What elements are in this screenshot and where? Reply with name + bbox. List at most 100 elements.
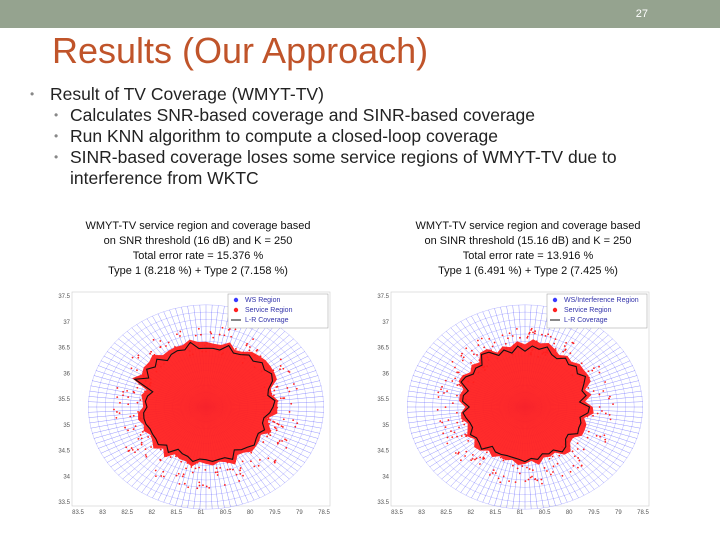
service-dot xyxy=(157,440,160,443)
service-dot xyxy=(177,472,180,475)
x-tick-label: 79.5 xyxy=(588,510,600,516)
service-dot xyxy=(462,356,465,359)
legend-marker xyxy=(552,297,558,303)
service-dot xyxy=(275,429,278,432)
service-dot xyxy=(455,411,458,414)
service-dot xyxy=(182,473,185,476)
service-dot xyxy=(454,452,457,454)
x-tick-label: 83.5 xyxy=(391,510,403,516)
service-dot xyxy=(458,426,460,429)
service-dot xyxy=(492,469,495,472)
service-dot xyxy=(480,337,483,340)
service-dot xyxy=(604,412,607,415)
service-dot xyxy=(483,457,486,460)
service-dot xyxy=(508,480,510,482)
service-dot xyxy=(526,335,529,338)
ws-ring xyxy=(407,304,643,510)
service-dot xyxy=(162,470,165,473)
coverage-boundary xyxy=(460,345,591,463)
service-dot xyxy=(437,396,440,398)
service-dot xyxy=(459,384,462,387)
service-dot xyxy=(266,435,269,438)
service-dot xyxy=(563,345,566,347)
service-dot xyxy=(580,381,583,384)
service-dot xyxy=(534,477,537,480)
service-dot xyxy=(544,351,547,354)
service-dot xyxy=(476,354,478,356)
x-tick-label: 82 xyxy=(148,510,155,516)
service-dot xyxy=(176,333,178,336)
service-dot xyxy=(154,469,157,472)
service-dot xyxy=(592,414,594,417)
service-dot xyxy=(502,459,505,462)
caption-line: WMYT-TV service region and coverage base… xyxy=(85,220,311,232)
service-dot xyxy=(467,380,470,383)
service-dot xyxy=(552,450,554,453)
service-dot xyxy=(488,349,491,352)
service-dot xyxy=(129,415,132,418)
service-dot xyxy=(516,343,519,346)
service-dot xyxy=(275,386,278,388)
service-dot xyxy=(253,354,256,357)
service-dot xyxy=(269,370,272,373)
service-dot xyxy=(234,460,237,463)
service-dot xyxy=(474,458,476,461)
service-dot xyxy=(209,331,212,333)
service-dot xyxy=(290,402,293,405)
service-region xyxy=(132,339,278,467)
service-dot xyxy=(554,354,557,357)
service-dot xyxy=(198,466,201,469)
service-dot xyxy=(149,352,151,355)
service-dot xyxy=(604,381,607,383)
service-dot xyxy=(531,469,534,472)
caption-line: on SNR threshold (16 dB) and K = 250 xyxy=(103,235,293,247)
service-dot xyxy=(486,447,489,450)
service-dot xyxy=(587,386,590,389)
service-dot xyxy=(191,353,194,356)
service-dot xyxy=(257,464,260,467)
service-dot xyxy=(180,460,183,463)
service-dot xyxy=(190,466,193,468)
x-tick-label: 80.5 xyxy=(220,510,232,516)
service-dot xyxy=(187,486,190,489)
service-dot xyxy=(554,349,557,352)
service-dot xyxy=(493,341,496,344)
service-dot xyxy=(150,435,153,438)
service-dot xyxy=(164,452,167,454)
service-dot xyxy=(127,403,130,406)
service-dot xyxy=(212,336,215,339)
y-tick-label: 36.5 xyxy=(58,346,70,352)
service-dot xyxy=(512,344,515,347)
service-dot xyxy=(136,369,138,372)
service-dot xyxy=(451,402,454,405)
service-dot xyxy=(268,422,271,425)
service-dot xyxy=(575,431,578,434)
service-dot xyxy=(514,481,517,484)
service-dot xyxy=(281,440,284,442)
x-tick-label: 79 xyxy=(615,510,622,516)
service-dot xyxy=(194,467,197,470)
service-dot xyxy=(604,438,607,441)
service-dot xyxy=(546,343,549,346)
x-tick-label: 83 xyxy=(418,510,425,516)
service-dot xyxy=(521,465,524,468)
service-dot xyxy=(463,423,466,426)
service-dot xyxy=(294,425,297,428)
service-dot xyxy=(529,476,532,479)
service-dot xyxy=(608,397,610,400)
service-dot xyxy=(223,334,226,337)
service-dot xyxy=(216,474,219,476)
sub-bullet-3: SINR-based coverage loses some service r… xyxy=(30,147,700,189)
ws-ring xyxy=(432,326,618,488)
service-dot xyxy=(113,408,115,411)
service-dot xyxy=(218,333,221,336)
service-dot xyxy=(185,467,187,470)
service-dot xyxy=(200,333,202,336)
service-dot xyxy=(497,352,500,354)
service-dot xyxy=(456,394,458,397)
service-dot xyxy=(505,347,508,350)
service-dots xyxy=(436,327,614,485)
service-dot xyxy=(571,341,574,344)
service-dot xyxy=(485,451,488,454)
service-dot xyxy=(470,349,473,352)
